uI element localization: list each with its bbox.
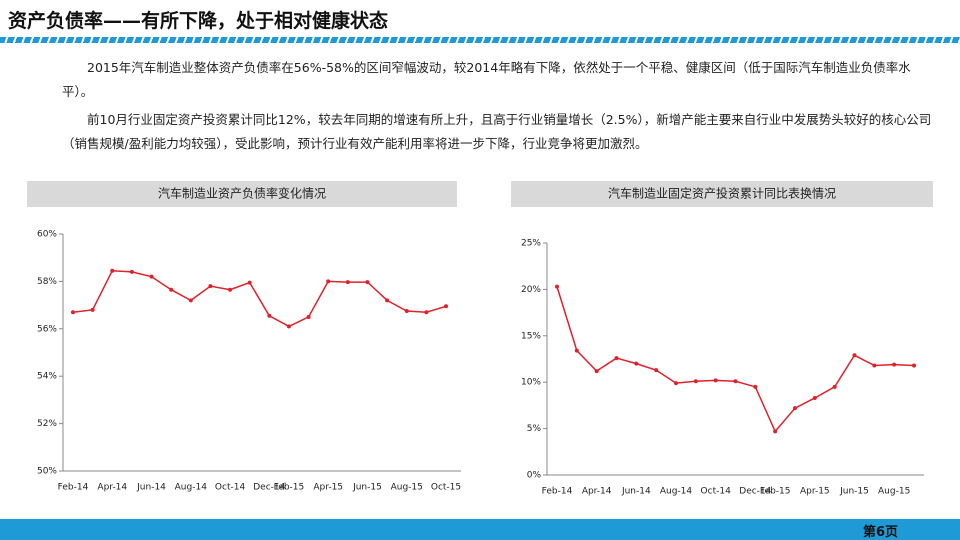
- y-tick-label: 5%: [527, 424, 542, 434]
- x-tick-label: Aug-14: [175, 483, 208, 493]
- x-tick-label: Aug-14: [660, 487, 693, 497]
- data-point: [267, 313, 272, 318]
- data-point: [654, 368, 659, 373]
- data-point: [892, 362, 897, 367]
- data-point: [110, 268, 115, 273]
- data-point: [385, 298, 390, 303]
- y-tick-label: 0%: [527, 471, 542, 481]
- x-tick-label: Feb-14: [542, 487, 573, 497]
- x-tick-label: Oct-15: [431, 483, 461, 493]
- x-tick-label: Feb-15: [760, 487, 791, 497]
- y-tick-label: 25%: [521, 239, 541, 249]
- data-point: [812, 395, 817, 400]
- data-point: [594, 369, 599, 374]
- data-point: [424, 310, 429, 315]
- chart-title: 汽车制造业资产负债率变化情况: [158, 186, 326, 201]
- x-tick-label: Feb-14: [58, 483, 89, 493]
- data-point: [555, 284, 559, 289]
- data-point: [733, 379, 738, 384]
- footer-bar: [0, 519, 960, 540]
- data-point: [753, 384, 758, 389]
- data-point: [169, 287, 174, 292]
- series-line: [72, 269, 447, 328]
- paragraph: 前10月行业固定资产投资累计同比12%，较去年同期的增速有所上升，且高于行业销量…: [62, 112, 932, 151]
- y-tick-label: 15%: [521, 331, 541, 341]
- data-point: [773, 429, 778, 434]
- y-tick-label: 56%: [37, 324, 57, 334]
- x-tick-label: Aug-15: [391, 483, 423, 493]
- data-point: [444, 304, 448, 309]
- data-point: [365, 280, 370, 285]
- x-tick-label: Apr-15: [800, 487, 830, 497]
- data-point: [71, 310, 75, 315]
- y-tick-label: 50%: [37, 467, 57, 477]
- data-point: [326, 279, 331, 284]
- y-tick-label: 20%: [521, 285, 541, 295]
- data-point: [129, 269, 134, 274]
- data-point: [872, 363, 877, 368]
- x-tick-label: Oct-14: [215, 483, 246, 493]
- data-point: [793, 406, 797, 411]
- page-number: 第6页: [862, 525, 898, 540]
- data-point: [693, 379, 698, 384]
- data-point: [286, 324, 291, 329]
- y-tick-label: 54%: [37, 372, 57, 382]
- x-tick-label: Jun-15: [839, 487, 869, 497]
- data-point: [306, 314, 311, 319]
- data-point: [852, 353, 857, 358]
- data-point: [912, 363, 916, 368]
- slide-title: 资产负债率——有所下降，处于相对健康状态: [8, 10, 389, 32]
- data-point: [188, 298, 193, 303]
- data-point: [404, 309, 409, 314]
- data-point: [247, 280, 252, 285]
- x-tick-label: Oct-14: [701, 487, 732, 497]
- x-tick-label: Feb-15: [274, 483, 305, 493]
- chart-header: [27, 181, 457, 207]
- series-line: [556, 286, 915, 433]
- data-point: [674, 381, 678, 386]
- x-tick-label: Jun-14: [136, 483, 166, 493]
- data-point: [634, 361, 639, 366]
- y-tick-label: 10%: [521, 378, 541, 388]
- data-point: [713, 378, 718, 383]
- x-tick-label: Jun-15: [352, 483, 382, 493]
- data-point: [149, 274, 154, 279]
- x-tick-label: Apr-14: [97, 483, 127, 493]
- paragraph: 2015年汽车制造业整体资产负债率在56%-58%的区间窄幅波动，较2014年略…: [62, 60, 911, 99]
- data-point: [90, 307, 95, 312]
- data-point: [345, 280, 350, 285]
- y-tick-label: 52%: [37, 419, 57, 429]
- x-tick-label: Apr-14: [582, 487, 612, 497]
- y-tick-label: 60%: [37, 230, 57, 240]
- data-point: [574, 348, 579, 353]
- data-point: [208, 284, 213, 289]
- x-tick-label: Aug-15: [878, 487, 910, 497]
- x-tick-label: Dec-14: [253, 483, 285, 493]
- body-text: 2015年汽车制造业整体资产负债率在56%-58%的区间窄幅波动，较2014年略…: [62, 56, 932, 160]
- y-tick-label: 58%: [37, 277, 57, 287]
- x-tick-label: Apr-15: [313, 483, 343, 493]
- data-point: [228, 287, 233, 292]
- x-tick-label: Dec-14: [739, 487, 771, 497]
- data-point: [614, 356, 619, 361]
- x-tick-label: Jun-14: [621, 487, 651, 497]
- data-point: [832, 384, 837, 389]
- chart-title: 汽车制造业固定资产投资累计同比表换情况: [608, 186, 836, 201]
- title-rule: [0, 37, 960, 43]
- chart-header: [511, 181, 933, 207]
